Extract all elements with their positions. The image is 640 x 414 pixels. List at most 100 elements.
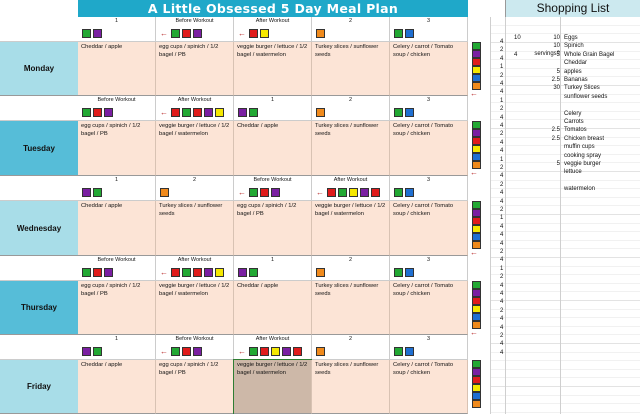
color-squares-row[interactable]: ← [312, 184, 390, 201]
color-squares-row[interactable] [390, 104, 468, 121]
food-group-square[interactable] [472, 145, 481, 153]
shopping-list-item[interactable]: 5 apples [490, 68, 640, 76]
shopping-list-item[interactable]: 4 5 Whole Grain Bagel [490, 51, 640, 59]
day-label-monday[interactable]: Monday [0, 42, 78, 96]
meal-cell[interactable]: Celery / carrot / Tomato soup / chicken [390, 360, 468, 414]
meal-cell[interactable]: Turkey slices / sunflower seeds [312, 42, 390, 96]
food-group-square[interactable] [93, 346, 102, 356]
serving-count[interactable]: 2 [500, 106, 504, 113]
food-group-square[interactable] [82, 28, 91, 38]
meal-cell[interactable]: Cheddar / apple [234, 121, 312, 176]
color-squares-row[interactable] [312, 25, 390, 42]
color-squares-row[interactable]: ← [156, 25, 234, 42]
food-group-square[interactable] [271, 187, 280, 197]
meal-slot-header[interactable]: 3 [390, 17, 468, 25]
food-group-square[interactable] [472, 233, 481, 241]
food-group-square[interactable] [472, 360, 481, 368]
food-group-square[interactable] [293, 346, 302, 356]
food-group-square[interactable] [405, 28, 414, 38]
meal-cell[interactable]: egg cups / spinich / 1/2 bagel / PB [234, 201, 312, 256]
meal-slot-header[interactable]: 3 [390, 335, 468, 343]
food-group-square[interactable] [394, 187, 403, 197]
serving-count[interactable]: 4 [500, 139, 504, 146]
food-group-square[interactable] [472, 313, 481, 321]
day-spacer[interactable] [0, 256, 78, 281]
color-squares-row[interactable] [78, 264, 156, 281]
day-label-tuesday[interactable]: Tuesday [0, 121, 78, 176]
food-group-square[interactable] [104, 107, 113, 117]
meal-slot-header[interactable]: Before Workout [78, 256, 156, 264]
food-group-square[interactable] [472, 50, 481, 58]
serving-count[interactable]: 2 [500, 165, 504, 171]
color-squares-row[interactable] [390, 343, 468, 360]
meal-slot-header[interactable]: 3 [390, 96, 468, 104]
food-group-square[interactable] [249, 107, 258, 117]
food-group-square[interactable] [271, 346, 280, 356]
shopping-list-item[interactable]: muffin cups [490, 143, 640, 151]
color-squares-row[interactable] [390, 264, 468, 281]
meal-slot-header[interactable]: 1 [78, 176, 156, 184]
food-group-square[interactable] [472, 281, 481, 289]
food-group-square[interactable] [238, 107, 247, 117]
food-group-square[interactable] [182, 107, 191, 117]
food-group-square[interactable] [282, 346, 291, 356]
meal-slot-header[interactable]: 2 [312, 335, 390, 343]
meal-slot-header[interactable]: After Workout [156, 256, 234, 264]
serving-count[interactable]: 4 [500, 299, 504, 306]
color-squares-row[interactable]: ← [234, 25, 312, 42]
color-squares-row[interactable]: ← [156, 343, 234, 360]
day-spacer[interactable] [0, 96, 78, 121]
food-group-square[interactable] [204, 267, 213, 277]
serving-count[interactable]: 2 [500, 181, 504, 188]
food-group-square[interactable] [93, 187, 102, 197]
color-squares-row[interactable]: ← [234, 343, 312, 360]
day-label-friday[interactable]: Friday [0, 360, 78, 414]
shopping-list-item[interactable]: 10 10 Eggs [490, 34, 640, 42]
food-group-square[interactable] [193, 28, 202, 38]
color-squares-row[interactable] [78, 343, 156, 360]
food-group-square[interactable] [472, 137, 481, 145]
meal-cell[interactable]: Celery / carrot / Tomato soup / chicken [390, 281, 468, 335]
food-group-square[interactable] [472, 321, 481, 329]
food-group-square[interactable] [193, 107, 202, 117]
serving-count[interactable]: 4 [500, 114, 504, 121]
color-squares-row[interactable] [156, 184, 234, 201]
meal-slot-header[interactable]: 3 [390, 256, 468, 264]
meal-slot-header[interactable]: 1 [78, 335, 156, 343]
meal-slot-header[interactable]: After Workout [234, 17, 312, 25]
food-group-square[interactable] [215, 107, 224, 117]
shopping-list-item[interactable] [490, 177, 640, 185]
serving-count[interactable]: 1 [500, 265, 504, 272]
food-group-square[interactable] [215, 267, 224, 277]
meal-cell[interactable]: veggie burger / lettuce / 1/2 bagel / wa… [233, 359, 313, 414]
serving-count[interactable]: 4 [500, 232, 504, 239]
food-group-square[interactable] [472, 153, 481, 161]
shopping-list-item[interactable]: Celery [490, 110, 640, 118]
meal-cell[interactable]: veggie burger / lettuce / 1/2 bagel / wa… [312, 201, 390, 256]
serving-count[interactable]: 1 [500, 215, 504, 222]
meal-slot-header[interactable]: 2 [156, 176, 234, 184]
meal-slot-header[interactable]: 2 [312, 17, 390, 25]
food-group-square[interactable] [472, 392, 481, 400]
shopping-list-title[interactable]: Shopping List [505, 0, 640, 17]
color-squares-row[interactable] [78, 25, 156, 42]
color-squares-row[interactable] [78, 184, 156, 201]
meal-slot-header[interactable]: Before Workout [156, 335, 234, 343]
meal-slot-header[interactable]: 1 [234, 256, 312, 264]
food-group-square[interactable] [371, 187, 380, 197]
food-group-square[interactable] [472, 368, 481, 376]
meal-cell[interactable]: Celery / carrot / Tomato soup / chicken [390, 121, 468, 176]
food-group-square[interactable] [472, 161, 481, 169]
food-group-square[interactable] [171, 346, 180, 356]
food-group-square[interactable] [360, 187, 369, 197]
meal-cell[interactable]: Celery / carrot / Tomato soup / chicken [390, 42, 468, 96]
shopping-list-item[interactable]: 2.5 Bananas [490, 76, 640, 84]
food-group-square[interactable] [316, 267, 325, 277]
shopping-list-item[interactable]: 10 servings? Spinich [490, 42, 640, 57]
food-group-square[interactable] [238, 267, 247, 277]
meal-cell[interactable]: Turkey slices / sunflower seeds [156, 201, 234, 256]
day-spacer[interactable] [0, 176, 78, 201]
meal-cell[interactable]: veggie burger / lettuce / 1/2 bagel / wa… [156, 281, 234, 335]
color-squares-row[interactable] [234, 104, 312, 121]
shopping-list-item[interactable]: 2.5 Tomatos [490, 126, 640, 134]
